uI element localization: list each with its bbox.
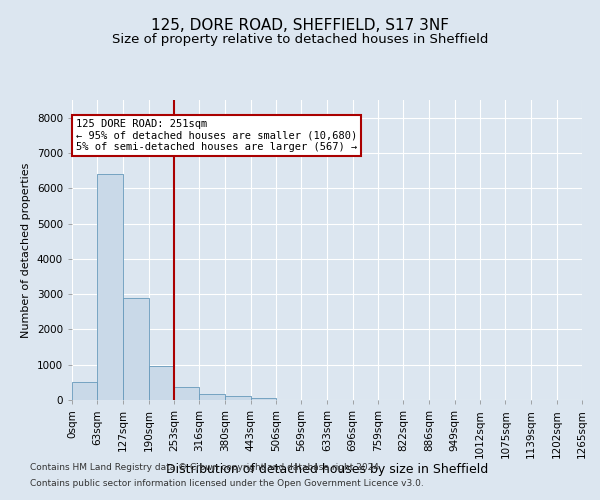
Y-axis label: Number of detached properties: Number of detached properties bbox=[21, 162, 31, 338]
Bar bbox=[72, 382, 97, 400]
Bar bbox=[251, 398, 276, 400]
Bar bbox=[174, 387, 199, 400]
Bar bbox=[225, 396, 251, 400]
Bar bbox=[97, 174, 123, 400]
Bar bbox=[149, 366, 174, 400]
Bar bbox=[199, 394, 225, 400]
Text: Size of property relative to detached houses in Sheffield: Size of property relative to detached ho… bbox=[112, 32, 488, 46]
Bar bbox=[123, 298, 149, 400]
Text: 125 DORE ROAD: 251sqm
← 95% of detached houses are smaller (10,680)
5% of semi-d: 125 DORE ROAD: 251sqm ← 95% of detached … bbox=[76, 118, 357, 152]
X-axis label: Distribution of detached houses by size in Sheffield: Distribution of detached houses by size … bbox=[166, 464, 488, 476]
Text: Contains HM Land Registry data © Crown copyright and database right 2024.: Contains HM Land Registry data © Crown c… bbox=[30, 464, 382, 472]
Text: Contains public sector information licensed under the Open Government Licence v3: Contains public sector information licen… bbox=[30, 478, 424, 488]
Text: 125, DORE ROAD, SHEFFIELD, S17 3NF: 125, DORE ROAD, SHEFFIELD, S17 3NF bbox=[151, 18, 449, 32]
